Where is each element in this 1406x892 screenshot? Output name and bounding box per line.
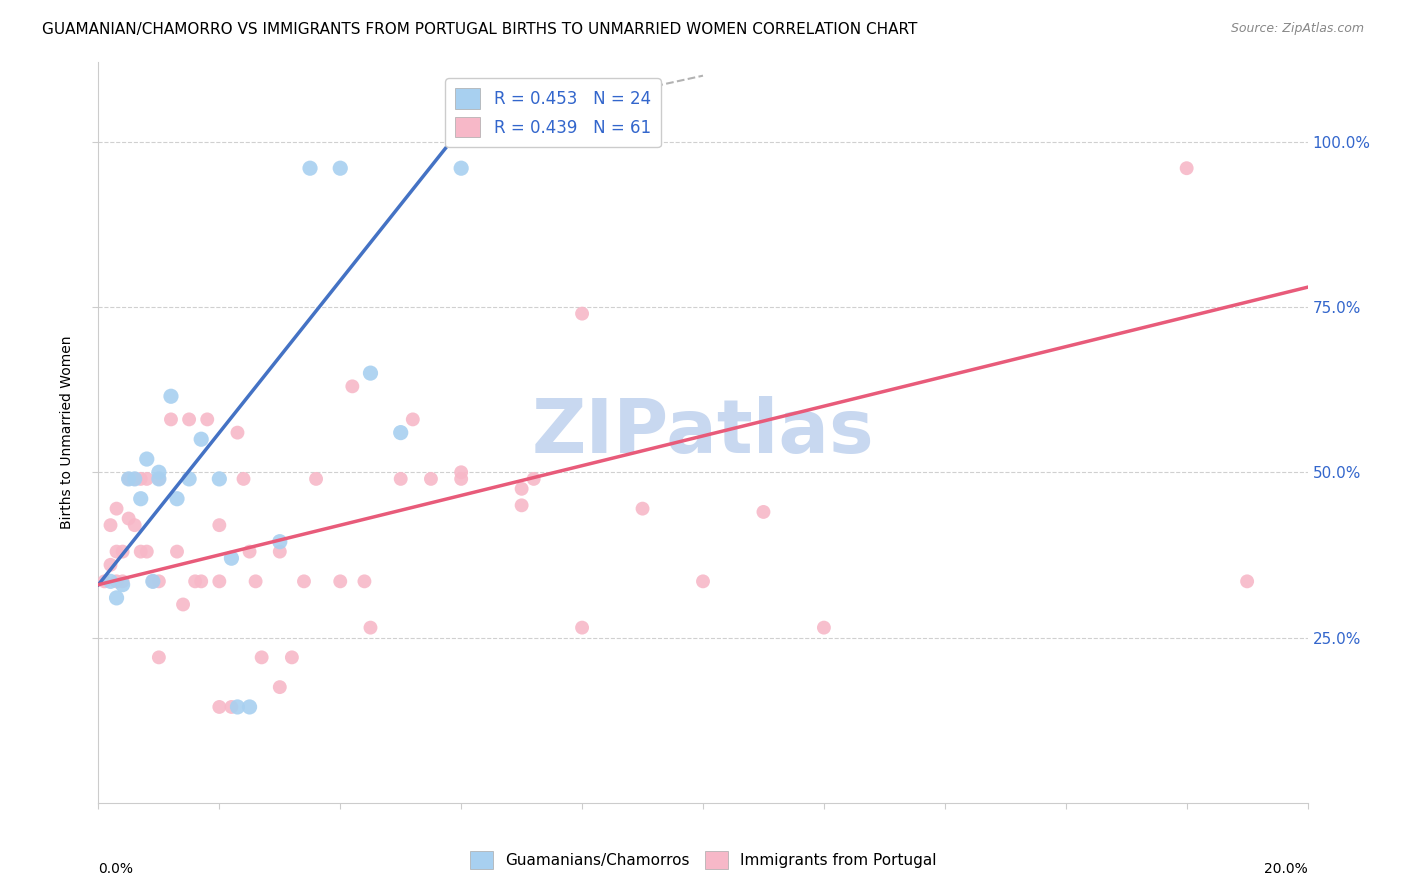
Point <box>135 544 157 558</box>
Point <box>142 574 165 589</box>
Point <box>239 544 262 558</box>
Point <box>105 544 128 558</box>
Point <box>226 425 249 440</box>
Point <box>269 544 291 558</box>
Text: 20.0%: 20.0% <box>1264 862 1308 876</box>
Point <box>129 544 152 558</box>
Point <box>813 621 835 635</box>
Point <box>111 544 134 558</box>
Point <box>208 700 231 714</box>
Point <box>124 472 146 486</box>
Point <box>93 574 115 589</box>
Point <box>329 574 352 589</box>
Point <box>166 491 188 506</box>
Point <box>100 558 122 572</box>
Point <box>124 472 146 486</box>
Point <box>105 501 128 516</box>
Point <box>329 161 352 176</box>
Point <box>360 621 382 635</box>
Point <box>420 472 443 486</box>
Point <box>160 389 183 403</box>
Point <box>124 518 146 533</box>
Legend: Guamanians/Chamorros, Immigrants from Portugal: Guamanians/Chamorros, Immigrants from Po… <box>464 845 942 875</box>
Point <box>571 307 593 321</box>
Point <box>389 472 412 486</box>
Point <box>129 491 152 506</box>
Point <box>292 574 315 589</box>
Point <box>305 472 328 486</box>
Point <box>129 472 152 486</box>
Point <box>389 425 412 440</box>
Point <box>148 574 170 589</box>
Point <box>402 412 425 426</box>
Text: ZIPatlas: ZIPatlas <box>531 396 875 469</box>
Point <box>208 472 231 486</box>
Point <box>195 412 218 426</box>
Y-axis label: Births to Unmarried Women: Births to Unmarried Women <box>60 336 75 529</box>
Point <box>360 366 382 380</box>
Point <box>100 518 122 533</box>
Point <box>752 505 775 519</box>
Point <box>190 432 212 446</box>
Point <box>250 650 273 665</box>
Point <box>245 574 267 589</box>
Point <box>208 574 231 589</box>
Point <box>510 499 533 513</box>
Point <box>184 574 207 589</box>
Point <box>450 161 472 176</box>
Point <box>160 412 183 426</box>
Legend: R = 0.453   N = 24, R = 0.439   N = 61: R = 0.453 N = 24, R = 0.439 N = 61 <box>446 78 661 147</box>
Point <box>105 591 128 605</box>
Point <box>450 465 472 479</box>
Point <box>148 472 170 486</box>
Point <box>226 700 249 714</box>
Point <box>105 574 128 589</box>
Point <box>342 379 364 393</box>
Point <box>179 472 201 486</box>
Point <box>353 574 375 589</box>
Point <box>232 472 254 486</box>
Point <box>631 501 654 516</box>
Point <box>111 577 134 591</box>
Point <box>450 472 472 486</box>
Point <box>269 680 291 694</box>
Point <box>166 544 188 558</box>
Point <box>510 482 533 496</box>
Point <box>118 472 141 486</box>
Point <box>148 650 170 665</box>
Point <box>523 472 546 486</box>
Point <box>148 472 170 486</box>
Point <box>100 574 122 589</box>
Point <box>692 574 714 589</box>
Text: Source: ZipAtlas.com: Source: ZipAtlas.com <box>1230 22 1364 36</box>
Point <box>142 574 165 589</box>
Point <box>299 161 322 176</box>
Point <box>1236 574 1258 589</box>
Point <box>208 518 231 533</box>
Point <box>148 465 170 479</box>
Point <box>111 574 134 589</box>
Point <box>190 574 212 589</box>
Point <box>179 412 201 426</box>
Text: 0.0%: 0.0% <box>98 862 134 876</box>
Text: GUAMANIAN/CHAMORRO VS IMMIGRANTS FROM PORTUGAL BIRTHS TO UNMARRIED WOMEN CORRELA: GUAMANIAN/CHAMORRO VS IMMIGRANTS FROM PO… <box>42 22 918 37</box>
Point <box>1175 161 1198 176</box>
Point <box>135 472 157 486</box>
Point <box>118 511 141 525</box>
Point <box>135 452 157 467</box>
Point <box>239 700 262 714</box>
Point <box>571 621 593 635</box>
Point <box>118 472 141 486</box>
Point <box>221 700 243 714</box>
Point <box>281 650 304 665</box>
Point <box>221 551 243 566</box>
Point <box>172 598 194 612</box>
Point <box>269 534 291 549</box>
